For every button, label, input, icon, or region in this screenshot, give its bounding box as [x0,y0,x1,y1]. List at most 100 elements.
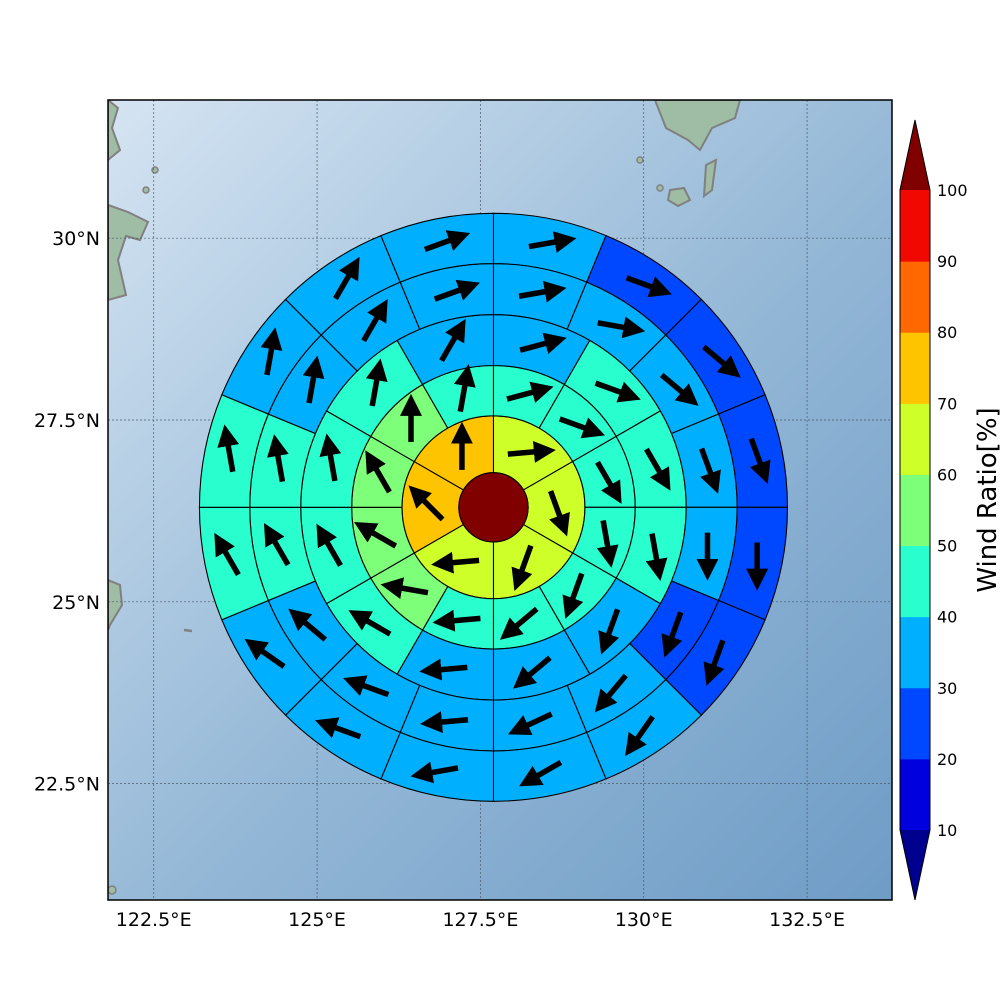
colorbar-block [900,261,930,333]
wind-arrow [410,761,459,784]
lat-tick-label: 27.5°N [34,410,100,432]
colorbar-under-triangle [900,830,930,900]
wind-arrow [454,364,476,413]
lon-tick-label: 127.5°E [442,909,518,931]
wind-arrow [499,606,539,640]
map-frame [107,99,893,901]
wind-arrow [288,608,327,642]
wind-arrow [661,611,684,658]
wind-arrows [214,230,771,787]
colorbar-ticks: 10 20 30 40 50 60 70 80 90 100 [937,181,968,840]
wind-arrow [518,280,567,303]
land-yakushima [666,186,692,208]
wind-arrow [408,485,445,522]
lon-tick-label: 132.5°E [769,909,845,931]
longitude-ticks: 122.5°E 125°E 127.5°E 130°E 132.5°E [116,909,845,931]
wind-arrow [217,424,240,473]
colorbar-tick-label: 60 [937,465,957,484]
colorbar-tick-label: 70 [937,394,957,413]
wind-arrow [316,523,343,567]
colorbar-tick-label: 40 [937,608,957,627]
wind-arrow [432,609,481,632]
wind-arrow [645,533,668,582]
colorbar-tick-label: 50 [937,537,957,556]
wind-arrow [748,437,771,484]
wind-arrow [562,572,585,619]
wind-arrow [548,490,570,537]
wind-arrow [431,551,480,574]
wind-arrow [625,275,672,298]
land-taiwan [108,578,124,631]
wind-arrow [598,608,621,655]
wind-arrow [513,655,552,689]
wind-arrow [594,673,628,713]
colorbar-tick-label: 20 [937,750,957,769]
wind-arrow [506,381,554,403]
wind-arrow [423,230,471,253]
center-disc [458,472,529,543]
wind-arrow [214,532,241,576]
colorbar: 10 20 30 40 50 60 70 80 90 100 Wind Rati… [899,119,1000,901]
colorbar-tick-label: 10 [937,821,957,840]
land-kyushu-islands [653,100,742,152]
land-zhoushan [108,203,150,302]
colorbar-block [900,687,930,760]
wind-arrow [420,711,469,734]
wind-arrow [597,316,646,339]
latitude-ticks: 22.5°N 25°N 27.5°N 30°N [34,228,100,795]
land-china-coast [108,100,122,162]
lon-tick-label: 122.5°E [116,909,192,931]
lat-tick-label: 22.5°N [34,774,100,796]
colorbar-label: Wind Ratio[%] [973,407,1000,592]
wind-arrow [644,447,671,491]
wind-arrow [507,440,556,463]
wind-arrow [263,523,291,567]
colorbar-tick-label: 30 [937,679,957,698]
colorbar-block [900,403,930,475]
colorbar-outline [899,119,931,901]
lat-tick-label: 30°N [52,228,100,250]
colorbar-tick-label: 90 [937,252,957,271]
land-islet [151,166,159,174]
land-islet [108,885,117,895]
colorbar-block [900,332,930,404]
lat-tick-label: 25°N [52,592,100,614]
colorbar-block [900,545,930,618]
wind-arrow [361,299,388,343]
lon-tick-label: 130°E [615,909,673,931]
wind-arrow [365,358,388,407]
wind-arrow [528,231,577,253]
wind-arrow [596,520,619,568]
wind-arrow [702,344,741,378]
colorbar-block [900,474,930,547]
wind-arrow [439,318,466,362]
wind-arrow [244,638,286,669]
land-islet [656,184,664,192]
wind-arrow [333,256,360,301]
colorbar-tick-label: 100 [937,181,968,200]
wind-sectors [198,212,789,802]
wind-arrow [511,544,534,591]
wind-arrow [519,332,567,355]
colorbar-tick-label: 80 [937,323,957,342]
wind-arrow [319,433,342,482]
wind-arrow [595,460,622,504]
wind-arrow [354,521,398,549]
wind-arrow [343,675,390,698]
wind-arrow [699,447,721,494]
wind-arrow [302,355,325,404]
wind-arrow [380,577,429,600]
wind-arrow [419,658,468,681]
wind-arrow [365,450,392,494]
colorbar-block [900,758,930,831]
colorbar-block [900,190,930,262]
colorbar-blocks [899,119,931,901]
wind-arrow [625,715,655,757]
colorbar-over-triangle [900,120,930,190]
wind-arrow [519,759,563,787]
map-panel [107,99,893,901]
colorbar-block [900,616,930,689]
wind-arrow [348,610,392,637]
wind-arrow [433,279,480,302]
